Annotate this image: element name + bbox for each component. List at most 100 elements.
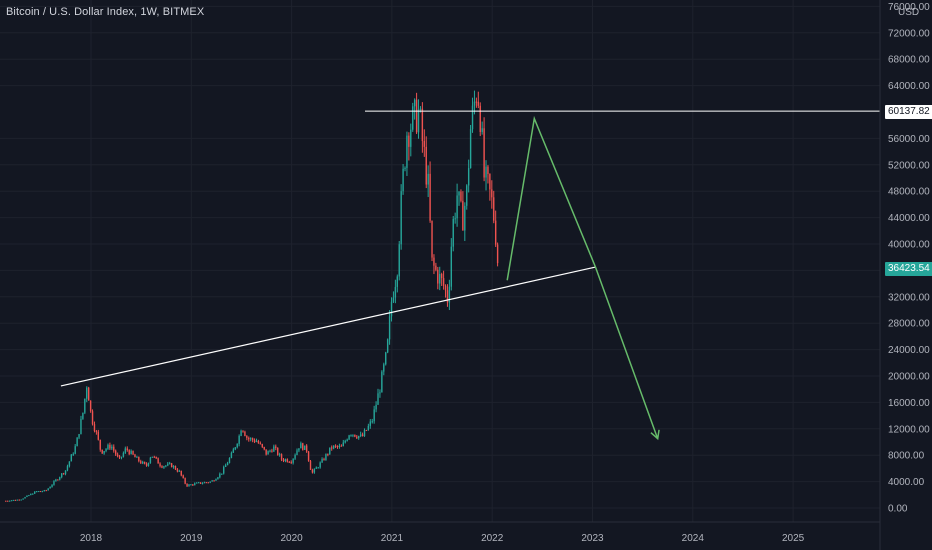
candle-body [240,430,242,436]
candle-body [467,168,470,186]
candle-body [62,473,65,475]
candle-body [462,200,464,231]
candle-body [356,436,358,439]
candle-body [448,286,451,303]
candle-body [68,461,71,467]
candle-body [307,451,310,461]
candle-body [473,101,476,106]
candle-body [165,465,167,467]
candle-body [327,454,329,456]
candle-body [153,456,155,458]
candle-body [255,440,258,442]
candle-body [446,290,449,303]
currency-label[interactable]: USD [898,7,920,18]
candle-body [419,108,422,110]
candle-body [228,457,231,463]
candle-body [138,456,140,462]
y-tick-label: 40000.00 [888,240,930,251]
y-tick-label: 56000.00 [888,134,930,145]
candle-body [367,425,370,431]
candle-body [282,459,285,462]
candle-body [402,168,404,192]
candle-body [47,488,49,491]
candle-body [471,105,474,130]
candle-body [234,447,236,450]
candle-body [423,141,426,147]
candle-body [489,173,491,190]
candle-body [182,475,184,479]
x-tick-label: 2024 [682,533,705,544]
candle-body [151,456,154,458]
candle-body [211,480,213,482]
candle-body [190,484,192,486]
candle-body [64,470,67,474]
candle-body [352,434,354,436]
candle-body [460,191,462,201]
candle-body [400,191,402,245]
horizontal-line-price-tag: 60137.82 [885,105,932,119]
candle-body [223,466,225,474]
candle-body [24,497,26,499]
candle-body [373,409,375,422]
candle-body [292,458,294,463]
candle-body [388,316,391,340]
candle-body [124,448,127,453]
candle-body [226,462,229,466]
candle-body [172,466,175,468]
candle-body [329,447,331,455]
candle-body [278,454,281,456]
candles-layer [5,90,499,502]
candle-body [483,128,485,178]
candle-body [103,451,105,454]
candle-body [194,483,196,486]
last-price-tag: 36423.54 [885,262,932,276]
candle-body [346,439,348,441]
candle-body [257,440,260,444]
grid-layer [0,0,880,522]
candle-body [433,257,435,266]
candle-body [396,276,399,287]
candle-body [105,448,107,452]
candle-body [494,220,497,245]
candle-body [369,421,371,426]
y-tick-label: 64000.00 [888,81,930,92]
candle-body [348,435,350,440]
candle-body [197,482,200,484]
y-tick-label: 12000.00 [888,424,930,435]
y-tick-label: 68000.00 [888,55,930,66]
x-tick-label: 2020 [280,533,303,544]
candle-body [16,499,19,501]
candle-body [421,108,424,142]
support-trendline [60,266,596,387]
candle-body [437,269,439,284]
candle-body [332,445,335,449]
candle-body [305,445,308,452]
candle-body [113,446,115,451]
candle-body [431,220,433,258]
candle-body [452,218,454,247]
candle-body [250,438,252,440]
candle-body [141,461,144,464]
candle-body [176,469,179,472]
candle-body [298,448,300,451]
candle-body [180,470,182,476]
candle-body [398,244,400,277]
candle-body [230,452,233,458]
candle-body [26,495,28,498]
candle-body [466,185,468,206]
candle-body [385,352,387,365]
candle-body [412,106,414,130]
candle-body [496,244,499,264]
candle-body [265,449,267,455]
candle-body [72,453,74,455]
x-tick-label: 2019 [180,533,203,544]
candle-body [147,462,150,466]
candle-body [242,430,244,432]
candle-body [363,430,366,437]
candle-body [215,479,217,481]
candle-body [14,499,17,501]
candle-body [126,448,128,451]
candle-body [304,445,306,450]
